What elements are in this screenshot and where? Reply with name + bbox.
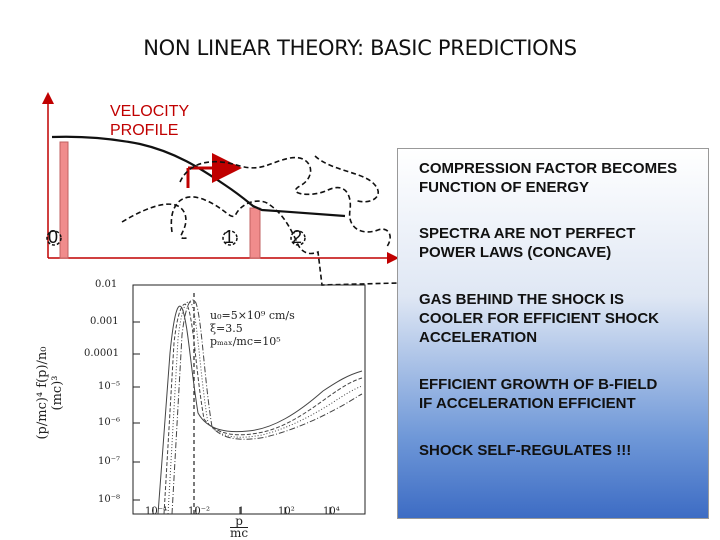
prediction-gas-line1: GAS BEHIND THE SHOCK IS: [419, 291, 625, 308]
y-tick-1e-7: 10⁻⁷: [98, 456, 121, 467]
region-2-label: 2: [292, 227, 303, 247]
x-label-denominator: mc: [230, 526, 249, 540]
y-tick-1e-8: 10⁻⁸: [98, 494, 121, 505]
y-tick-0.0001: 0.0001: [84, 348, 119, 359]
prediction-gas-cooler: GAS BEHIND THE SHOCK IS COOLER FOR EFFIC…: [419, 290, 659, 347]
y-tick-0.001: 0.001: [90, 316, 119, 327]
prediction-gas-line2: COOLER FOR EFFICIENT SHOCK: [419, 310, 659, 327]
spectrum-curve-dashdot: [171, 299, 363, 515]
velocity-label-line1: VELOCITY: [110, 103, 190, 120]
prediction-bfield-line1: EFFICIENT GROWTH OF B-FIELD: [419, 376, 658, 393]
region-0-marker: [46, 230, 62, 246]
region-1-label: 1: [224, 227, 235, 247]
annotation-xi: ξ=3.5: [210, 322, 243, 335]
annotation-velocity: u₀=5×10⁹ cm/s: [210, 309, 295, 322]
region-2-marker: [290, 230, 306, 246]
prediction-spectra-line1: SPECTRA ARE NOT PERFECT: [419, 225, 636, 242]
x-tick-1e-2: 10⁻²: [188, 506, 211, 517]
prediction-bfield: EFFICIENT GROWTH OF B-FIELD IF ACCELERAT…: [419, 375, 657, 413]
x-axis-label: p mc: [230, 515, 249, 540]
x-tick-1e-4: 10⁻⁴: [145, 506, 168, 517]
prediction-self-regulates: SHOCK SELF-REGULATES !!!: [419, 441, 631, 460]
region-0-label: 0: [48, 227, 59, 247]
particle-trajectory-top: [314, 155, 379, 203]
plot-frame: [132, 284, 366, 515]
region-1-marker: [222, 230, 238, 246]
prediction-compression-line1: COMPRESSION FACTOR BECOMES: [419, 160, 678, 177]
y-tick-1e-5: 10⁻⁵: [98, 381, 121, 392]
prediction-self-regulates-line1: SHOCK SELF-REGULATES !!!: [419, 442, 632, 459]
velocity-profile-label: VELOCITY PROFILE: [110, 102, 189, 140]
prediction-spectra: SPECTRA ARE NOT PERFECT POWER LAWS (CONC…: [419, 224, 635, 262]
prediction-compression: COMPRESSION FACTOR BECOMES FUNCTION OF E…: [419, 159, 677, 197]
x-label-numerator: p: [230, 515, 249, 528]
x-tick-1: 1: [238, 506, 245, 517]
plot-annotation: u₀=5×10⁹ cm/s ξ=3.5 pₘₐₓ/mc=10⁵: [210, 309, 295, 348]
upstream-shock-bar: [59, 141, 69, 259]
x-tick-1e2: 10²: [278, 506, 295, 517]
spectrum-plot: [132, 284, 366, 515]
prediction-gas-line3: ACCELERATION: [419, 329, 538, 346]
particle-trajectory-left: [121, 203, 188, 239]
velocity-label-line2: PROFILE: [110, 122, 179, 139]
velocity-profile-curve: [51, 135, 346, 218]
y-tick-marks: [133, 284, 140, 501]
subshock-bar: [249, 207, 261, 259]
predictions-panel: COMPRESSION FACTOR BECOMES FUNCTION OF E…: [397, 148, 709, 519]
prediction-compression-line2: FUNCTION OF ENERGY: [419, 179, 590, 196]
particle-trajectory-right: [179, 156, 391, 249]
x-tick-1e4: 10⁴: [323, 506, 340, 517]
prediction-bfield-line2: IF ACCELERATION EFFICIENT: [419, 395, 636, 412]
x-tick-marks: [152, 507, 331, 514]
annotation-pmax: pₘₐₓ/mc=10⁵: [210, 335, 281, 348]
y-axis-label: (p/mc)⁴ f(p)/n₀ (mc)³: [35, 346, 65, 440]
y-tick-0.01: 0.01: [95, 279, 118, 290]
prediction-spectra-line2: POWER LAWS (CONCAVE): [419, 244, 612, 261]
spectrum-curve-dotted: [167, 301, 363, 515]
spectrum-curve-dashed: [163, 303, 363, 515]
y-tick-1e-6: 10⁻⁶: [98, 417, 121, 428]
slide-title: NON LINEAR THEORY: BASIC PREDICTIONS: [143, 36, 577, 60]
particle-trajectory-mid: [170, 196, 399, 286]
